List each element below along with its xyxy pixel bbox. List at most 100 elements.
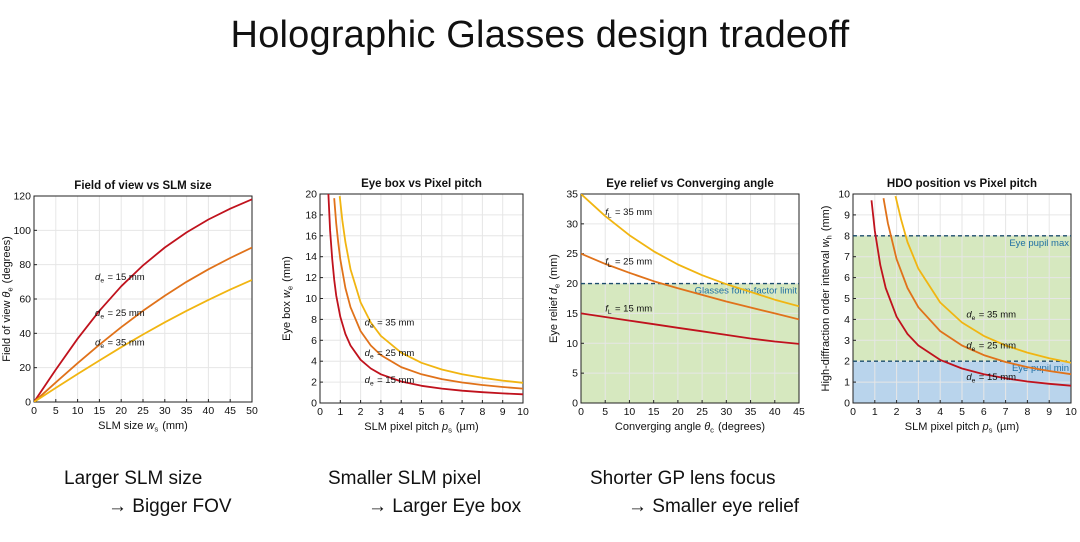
x-tick-label: 35 — [181, 405, 193, 417]
caption-line2: → Bigger FOV — [108, 496, 232, 517]
series-line — [581, 312, 799, 345]
y-tick-label: 40 — [19, 328, 31, 340]
gridlines — [33, 195, 253, 403]
y-tick-label: 8 — [844, 230, 850, 242]
x-tick-label: 6 — [981, 406, 987, 418]
series-line — [34, 279, 252, 402]
chart-title: Field of view vs SLM size — [74, 180, 211, 192]
chart-title: HDO position vs Pixel pitch — [887, 178, 1037, 190]
y-tick-label: 1 — [844, 377, 850, 389]
y-axis-label: High-diffraction order interval wh (mm) — [820, 206, 834, 392]
x-tick-label: 40 — [769, 406, 781, 418]
y-tick-label: 15 — [566, 308, 578, 320]
y-tick-label: 10 — [838, 189, 850, 201]
x-tick-label: 30 — [720, 406, 732, 418]
x-tick-label: 40 — [203, 405, 215, 417]
x-tick-label: 50 — [246, 405, 258, 417]
x-tick-label: 15 — [94, 405, 106, 417]
x-tick-label: 20 — [115, 405, 127, 417]
x-tick-label: 3 — [378, 406, 384, 418]
y-tick-label: 6 — [311, 335, 317, 347]
series-label: de = 35 mm — [966, 309, 1016, 322]
y-tick-label: 10 — [566, 338, 578, 350]
x-axis-label: SLM pixel pitch ps (µm) — [364, 421, 478, 435]
caption-line2: → Smaller eye relief — [628, 496, 800, 517]
y-tick-label: 6 — [844, 272, 850, 284]
y-axis-label: Eye box we (mm) — [281, 256, 295, 341]
x-tick-label: 5 — [602, 406, 608, 418]
y-tick-label: 5 — [844, 293, 850, 305]
series-label: de = 25 mm — [365, 348, 415, 361]
y-tick-label: 8 — [311, 314, 317, 326]
caption-line2: → Larger Eye box — [368, 496, 522, 517]
series-line — [333, 198, 523, 390]
x-tick-label: 10 — [624, 406, 636, 418]
y-tick-label: 2 — [311, 377, 317, 389]
x-tick-label: 15 — [648, 406, 660, 418]
x-tick-label: 2 — [358, 406, 364, 418]
x-tick-label: 4 — [398, 406, 404, 418]
chart-title: Eye box vs Pixel pitch — [361, 178, 482, 190]
caption-line1: Larger SLM size — [64, 468, 203, 489]
y-tick-label: 0 — [844, 398, 850, 410]
x-axis-label: SLM size ws (mm) — [98, 420, 188, 434]
series-label: fL = 35 mm — [605, 207, 652, 220]
series-line — [894, 195, 1071, 364]
series-line — [581, 194, 799, 308]
y-tick-label: 80 — [19, 259, 31, 271]
y-tick-label: 7 — [844, 251, 850, 263]
x-tick-label: 7 — [1003, 406, 1009, 418]
caption-line1: Shorter GP lens focus — [590, 468, 776, 489]
series-line — [870, 200, 1071, 387]
x-tick-label: 8 — [1024, 406, 1030, 418]
series-line — [327, 194, 523, 396]
x-tick-label: 4 — [937, 406, 943, 418]
x-tick-label: 0 — [31, 405, 37, 417]
series-label: fL = 15 mm — [605, 304, 652, 317]
x-tick-label: 0 — [578, 406, 584, 418]
x-axis-label: Converging angle θc (degrees) — [615, 421, 765, 435]
y-tick-label: 18 — [305, 209, 317, 221]
gridlines — [319, 193, 524, 404]
chart-field-of-view: Field of view vs SLM size 0 5 10 15 20 25 30 35 4… — [1, 180, 258, 434]
caption-slm-size: Larger SLM size → Bigger FOV — [64, 468, 232, 518]
y-tick-label: 10 — [305, 293, 317, 305]
series-label: de = 35 mm — [365, 318, 415, 331]
y-tick-label: 14 — [305, 251, 317, 263]
series-label: fL = 25 mm — [605, 256, 652, 269]
series-line — [338, 196, 523, 384]
series-label: de = 25 mm — [966, 341, 1016, 354]
x-tick-label: 8 — [479, 406, 485, 418]
x-tick-label: 10 — [1065, 406, 1077, 418]
x-tick-label: 5 — [959, 406, 965, 418]
series-label: de = 15 mm — [966, 372, 1016, 385]
x-tick-label: 3 — [915, 406, 921, 418]
x-tick-label: 1 — [337, 406, 343, 418]
y-tick-label: 0 — [311, 398, 317, 410]
y-tick-label: 16 — [305, 230, 317, 242]
chart-title: Eye relief vs Converging angle — [606, 178, 773, 190]
y-tick-label: 3 — [844, 335, 850, 347]
y-tick-label: 20 — [19, 362, 31, 374]
x-tick-label: 5 — [53, 405, 59, 417]
y-axis-label: Eye relief de (mm) — [548, 254, 562, 343]
x-tick-label: 20 — [672, 406, 684, 418]
series-label: de = 25 mm — [95, 308, 145, 321]
series-line — [34, 198, 252, 402]
x-tick-label: 7 — [459, 406, 465, 418]
caption-line1: Smaller SLM pixel — [328, 468, 482, 489]
plot-frame — [580, 193, 800, 404]
slide-title: Holographic Glasses design tradeoff — [230, 14, 850, 56]
caption-slm-pixel: Smaller SLM pixel → Larger Eye box — [328, 468, 521, 518]
series-line — [581, 252, 799, 321]
x-tick-label: 0 — [850, 406, 856, 418]
y-tick-label: 120 — [13, 191, 31, 203]
y-tick-label: 20 — [305, 189, 317, 201]
y-tick-label: 100 — [13, 225, 31, 237]
x-tick-label: 10 — [517, 406, 529, 418]
x-axis-label: SLM pixel pitch ps (µm) — [905, 421, 1019, 435]
series-label: de = 15 mm — [95, 272, 145, 285]
y-tick-label: 25 — [566, 248, 578, 260]
x-tick-label: 1 — [872, 406, 878, 418]
x-tick-label: 35 — [745, 406, 757, 418]
